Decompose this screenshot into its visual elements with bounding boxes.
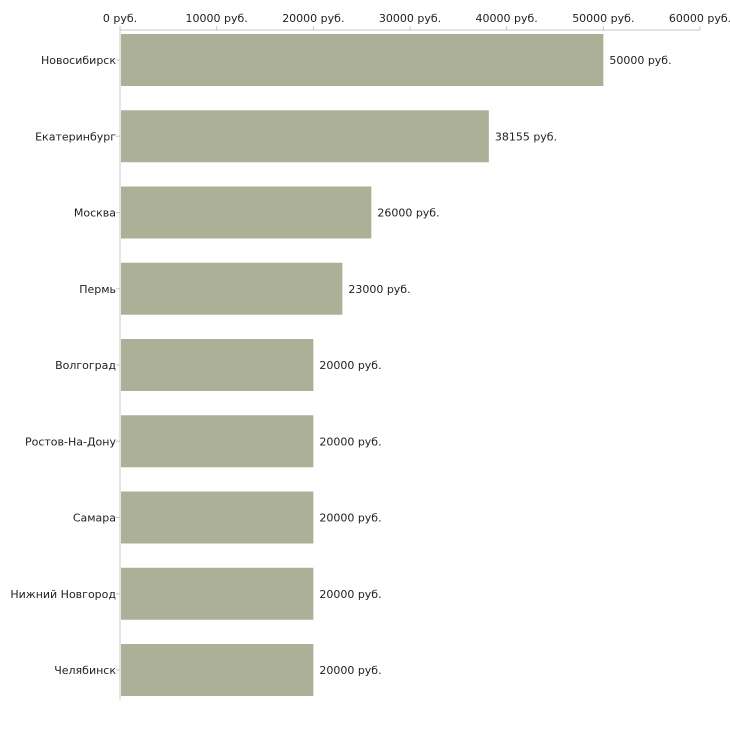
category-label: Москва [74,207,116,220]
value-label: 20000 руб. [319,359,381,372]
bar [121,262,343,315]
x-tick-label: 60000 руб. [669,12,730,25]
bar [121,339,314,391]
category-label: Пермь [79,283,116,296]
category-label: Волгоград [55,359,116,372]
category-label: Новосибирск [41,54,116,67]
category-label: Самара [73,512,116,525]
category-label: Челябинск [54,664,116,677]
category-label: Екатеринбург [35,130,116,143]
value-label: 23000 руб. [348,283,410,296]
x-tick-label: 20000 руб. [282,12,344,25]
bar [121,34,604,86]
bar [121,415,314,468]
value-label: 20000 руб. [319,588,381,601]
bar [121,491,314,544]
x-axis-ticks: 0 руб. 10000 руб. 20000 руб. 30000 руб. 4000… [103,12,730,30]
x-tick-label: 50000 руб. [572,12,634,25]
bar [121,110,489,163]
bar [121,567,314,620]
axes: Новосибирск Екатеринбург Москва Пермь Волгог… [10,29,700,700]
value-label: 20000 руб. [319,512,381,525]
value-label: 50000 руб. [609,54,671,67]
bars: 50000 руб. 38155 руб. 26000 руб. 23000 руб.… [121,34,672,696]
bar [121,644,314,696]
category-label: Нижний Новгород [10,588,116,601]
x-tick-label: 10000 руб. [186,12,248,25]
x-tick-label: 40000 руб. [476,12,538,25]
x-tick-label: 0 руб. [103,12,137,25]
value-label: 20000 руб. [319,435,381,448]
value-label: 26000 руб. [377,207,439,220]
bar [121,186,372,239]
value-label: 38155 руб. [495,130,557,143]
value-label: 20000 руб. [319,664,381,677]
x-tick-label: 30000 руб. [379,12,441,25]
category-label: Ростов-На-Дону [25,435,116,448]
